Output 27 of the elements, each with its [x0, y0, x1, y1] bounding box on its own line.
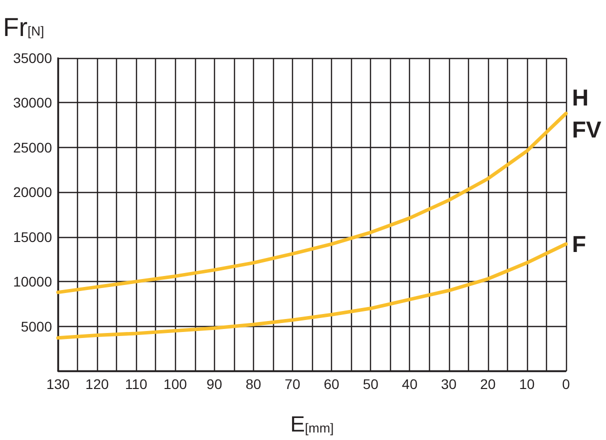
y-axis-title: Fr[N]	[3, 12, 44, 42]
line-series	[56, 112, 568, 294]
x-tick-label: 50	[362, 376, 379, 392]
y-tick-label: 10000	[13, 274, 52, 290]
x-tick-label: 110	[124, 376, 148, 392]
x-tick-label: 40	[402, 376, 418, 392]
x-tick-label: 80	[246, 376, 262, 392]
x-tick-label: 130	[46, 376, 70, 392]
x-tick-label: 30	[440, 376, 457, 392]
y-tick-label: 20000	[13, 184, 52, 200]
y-tick-label: 15000	[13, 228, 52, 245]
y-tick-label: 25000	[13, 139, 52, 156]
x-axis-title: E[mm]	[290, 412, 334, 436]
x-tick-label: 60	[324, 376, 340, 392]
x-tick-label: 100	[164, 376, 188, 392]
x-tick-label: 90	[206, 376, 222, 392]
series-label: H FV	[572, 84, 602, 142]
x-tick-label: 0	[562, 376, 570, 392]
x-tick-label: 70	[284, 376, 300, 392]
line-series	[56, 242, 568, 340]
x-tick-label: 20	[480, 376, 496, 392]
x-tick-label: 10	[519, 376, 535, 392]
y-tick-label: 35000	[13, 50, 52, 66]
x-tick-label: 120	[85, 376, 109, 392]
series-label: F	[572, 231, 586, 258]
y-tick-label: 5000	[20, 318, 52, 334]
y-tick-label: 30000	[13, 94, 52, 111]
